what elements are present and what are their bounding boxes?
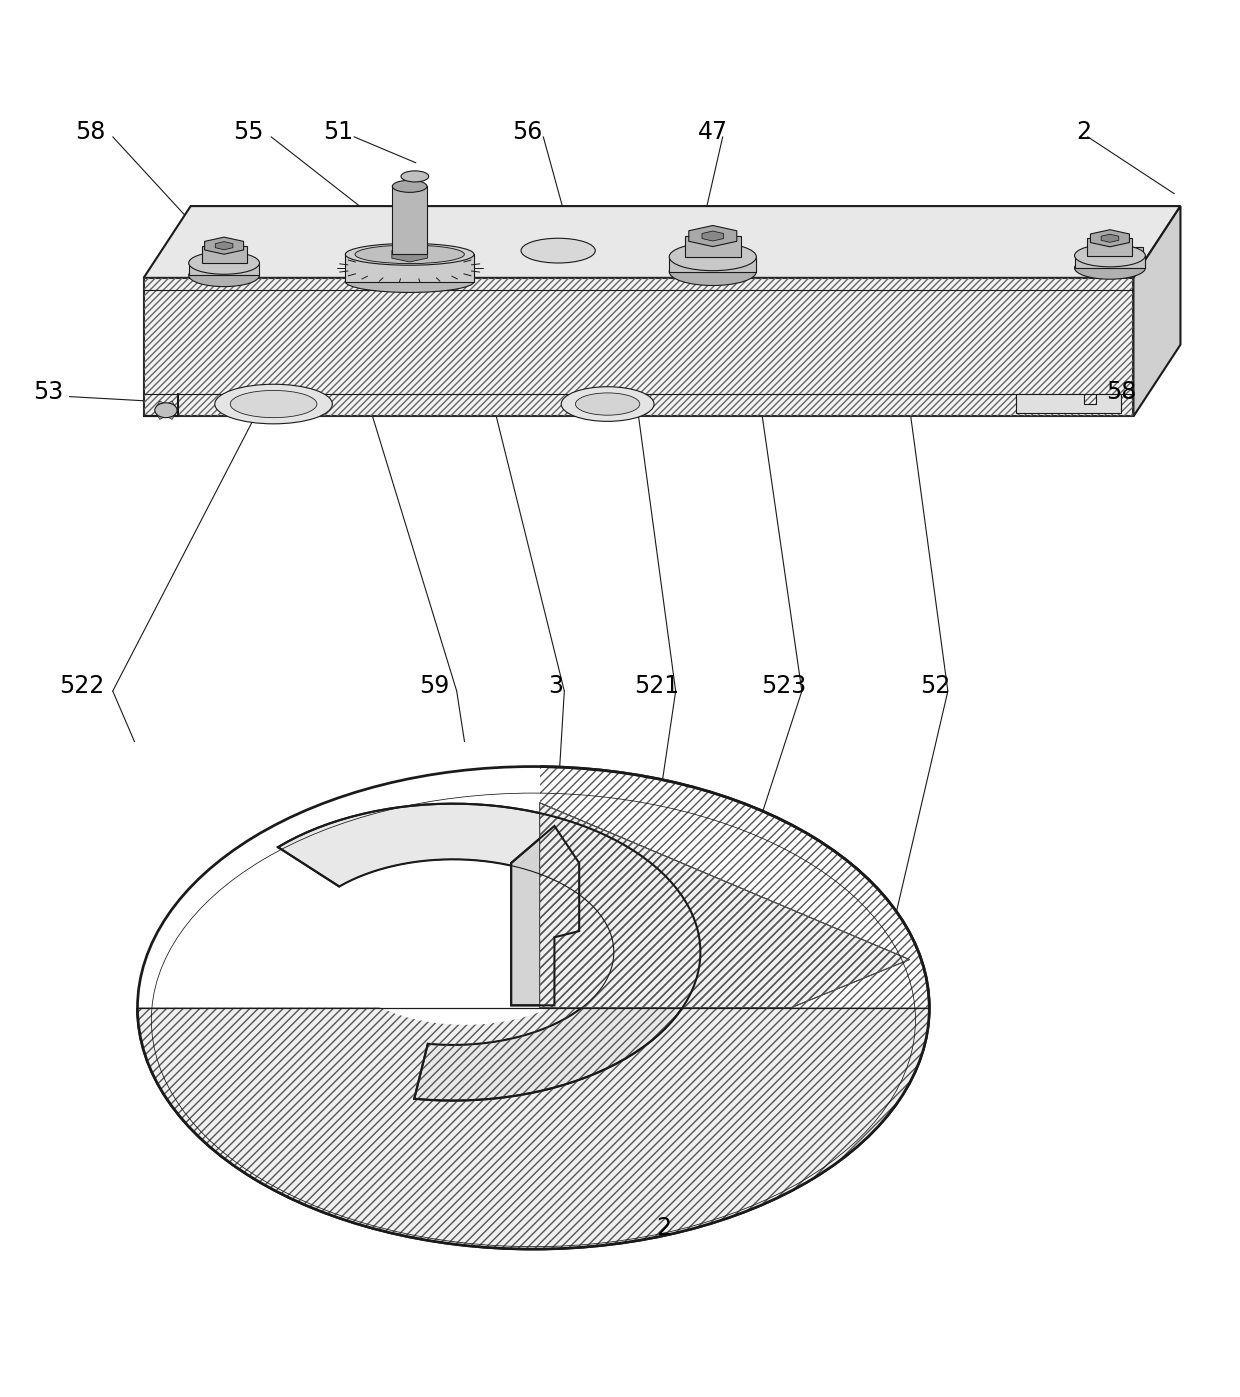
Polygon shape <box>1075 256 1146 268</box>
Polygon shape <box>144 207 1180 278</box>
Ellipse shape <box>329 868 603 1025</box>
Ellipse shape <box>670 243 756 271</box>
Polygon shape <box>511 826 579 1006</box>
Ellipse shape <box>670 258 756 285</box>
Ellipse shape <box>345 271 474 292</box>
Polygon shape <box>702 231 724 242</box>
Polygon shape <box>1125 247 1142 265</box>
Ellipse shape <box>188 264 259 286</box>
Ellipse shape <box>1075 257 1146 279</box>
Text: 2: 2 <box>656 1215 671 1241</box>
Text: 521: 521 <box>635 675 680 698</box>
Polygon shape <box>684 236 740 257</box>
Ellipse shape <box>401 170 429 182</box>
Polygon shape <box>1016 394 1121 412</box>
Ellipse shape <box>1075 244 1146 267</box>
Ellipse shape <box>231 390 317 418</box>
Polygon shape <box>392 186 427 254</box>
Polygon shape <box>125 742 539 1007</box>
Text: 522: 522 <box>60 675 104 698</box>
Polygon shape <box>670 257 756 271</box>
Polygon shape <box>188 263 259 275</box>
Text: 3: 3 <box>548 675 563 698</box>
Text: 51: 51 <box>322 120 353 144</box>
Polygon shape <box>138 1007 929 1249</box>
Polygon shape <box>155 401 177 419</box>
Text: 55: 55 <box>233 120 264 144</box>
Ellipse shape <box>392 180 427 193</box>
Polygon shape <box>216 242 233 250</box>
Ellipse shape <box>345 243 474 265</box>
Polygon shape <box>1087 239 1132 256</box>
Ellipse shape <box>188 251 259 274</box>
Ellipse shape <box>155 402 177 418</box>
Text: 47: 47 <box>698 120 728 144</box>
Polygon shape <box>278 803 701 1101</box>
Polygon shape <box>1090 229 1130 247</box>
Text: 56: 56 <box>512 120 542 144</box>
Text: 2: 2 <box>1076 120 1091 144</box>
Text: 58: 58 <box>76 120 105 144</box>
Polygon shape <box>205 237 243 254</box>
Polygon shape <box>1101 235 1118 242</box>
Ellipse shape <box>355 244 464 264</box>
Polygon shape <box>392 247 428 263</box>
Polygon shape <box>144 278 1133 416</box>
Polygon shape <box>688 225 737 246</box>
Ellipse shape <box>521 239 595 263</box>
Ellipse shape <box>575 393 640 415</box>
Polygon shape <box>1133 207 1180 416</box>
Ellipse shape <box>215 384 332 423</box>
Polygon shape <box>202 246 247 263</box>
Ellipse shape <box>138 767 929 1249</box>
Polygon shape <box>345 254 474 282</box>
Text: 52: 52 <box>920 675 951 698</box>
Text: 523: 523 <box>760 675 806 698</box>
Ellipse shape <box>562 387 653 422</box>
Polygon shape <box>155 401 177 419</box>
Text: 53: 53 <box>33 380 63 404</box>
Text: 58: 58 <box>1106 380 1136 404</box>
Text: 59: 59 <box>419 675 450 698</box>
Polygon shape <box>539 803 909 1007</box>
